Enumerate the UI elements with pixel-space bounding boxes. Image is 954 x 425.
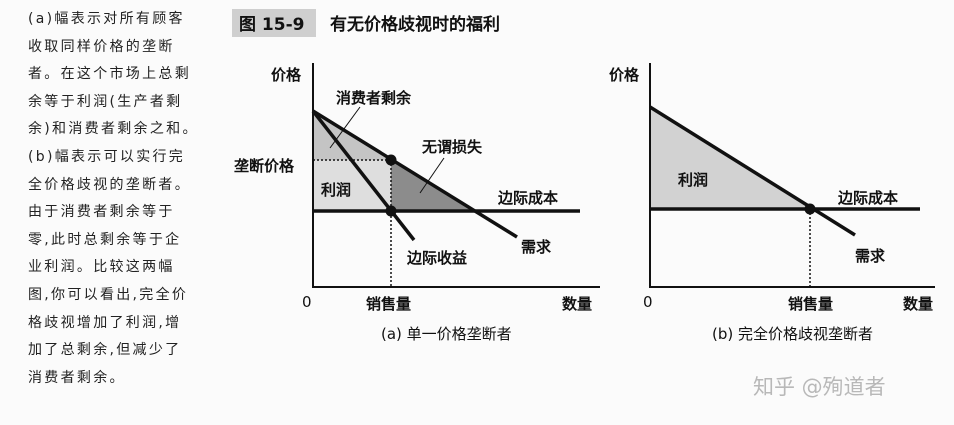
text-line: (a)幅表示对所有顾客 <box>28 11 185 27</box>
text-line: 业利润。比较这两幅 <box>28 259 175 276</box>
marginal-cost-label: 边际成本 <box>837 189 898 207</box>
dwl-pointer <box>419 157 445 194</box>
figure-title: 有无价格歧视时的福利 <box>330 14 500 35</box>
cs-pointer <box>329 106 361 149</box>
y-axis-label: 价格 <box>609 66 640 84</box>
panel-a-caption: (a) 单一价格垄断者 <box>381 325 512 343</box>
demand-line <box>649 105 856 237</box>
profit-label: 利润 <box>678 171 708 189</box>
deadweight-loss-label: 无谓损失 <box>421 138 483 156</box>
text-line: 格歧视增加了利润,增 <box>28 314 182 331</box>
text-line: 图,你可以看出,完全价 <box>28 286 189 303</box>
origin-label: 0 <box>302 293 312 311</box>
origin-label: 0 <box>643 293 653 311</box>
figure-number-box <box>232 9 316 37</box>
profit-area <box>313 160 391 211</box>
text-line: 加了总剩余,但减少了 <box>28 342 182 359</box>
mr-mc-point <box>385 205 397 217</box>
demand-label: 需求 <box>521 238 552 256</box>
panel-b: 价格 利润 边际成本 需求 0 销售量 数量 (b) 完全价格歧视垄断者 <box>609 63 935 343</box>
profit-label: 利润 <box>321 181 351 199</box>
text-line: 消费者剩余。 <box>28 369 126 386</box>
y-axis-label: 价格 <box>271 66 302 84</box>
quantity-sold-label: 销售量 <box>788 295 833 313</box>
demand-label: 需求 <box>855 247 886 265</box>
panel-b-caption: (b) 完全价格歧视垄断者 <box>712 325 873 343</box>
quantity-sold-label: 销售量 <box>366 295 411 313</box>
text-line: 零,此时总剩余等于企 <box>28 231 182 248</box>
marginal-revenue-label: 边际收益 <box>406 249 467 267</box>
explanation-text: (a)幅表示对所有顾客 收取同样价格的垄断 者。在这个市场上总剩 余等于利润(生… <box>28 6 198 392</box>
text-line: 全价格歧视的垄断者。 <box>28 176 191 193</box>
x-axis-label: 数量 <box>562 295 592 313</box>
equilibrium-point <box>804 203 816 215</box>
marginal-cost-label: 边际成本 <box>497 189 558 207</box>
watermark: 知乎 @殉道者 <box>753 375 886 399</box>
text-line: 余)和消费者剩余之和。 <box>28 121 199 138</box>
marginal-revenue-line <box>311 109 416 242</box>
figure-number: 图 15-9 <box>239 15 304 35</box>
text-line: 收取同样价格的垄断 <box>28 38 175 55</box>
demand-line <box>312 109 518 239</box>
text-line: 由于消费者剩余等于 <box>28 204 175 221</box>
panel-a: 价格 消费者剩余 无谓损失 垄断价格 利润 边际成本 需求 边际收益 0 销售量… <box>234 63 600 343</box>
x-axis-label: 数量 <box>903 295 933 313</box>
consumer-surplus-label: 消费者剩余 <box>336 89 412 107</box>
monopoly-point <box>385 154 397 166</box>
text-line: 者。在这个市场上总剩 <box>28 66 191 83</box>
text-line: 余等于利润(生产者剩 <box>28 93 183 110</box>
text-line: (b)幅表示可以实行完 <box>28 148 186 165</box>
monopoly-price-label: 垄断价格 <box>234 157 295 175</box>
